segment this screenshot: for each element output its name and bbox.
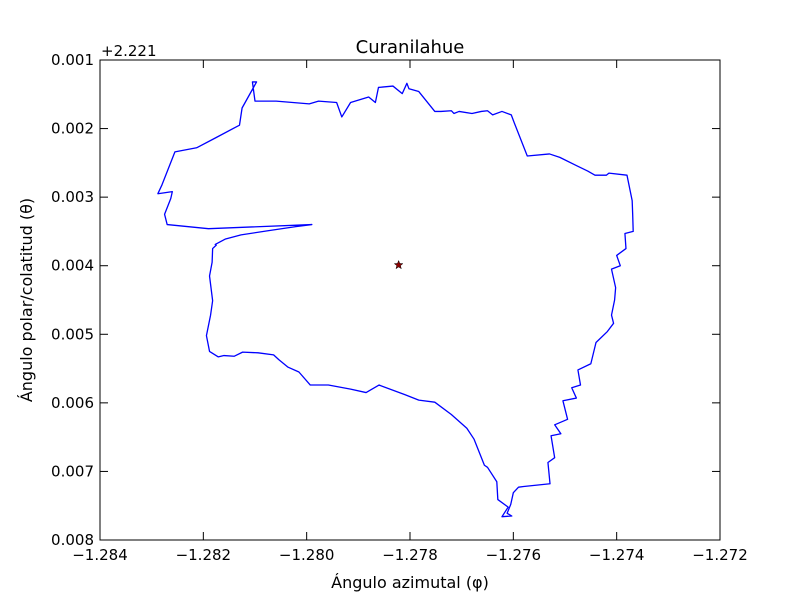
boundary-outline <box>157 81 634 518</box>
x-tick-label: −1.284 <box>72 546 128 564</box>
y-tick-label: 0.004 <box>51 257 94 275</box>
chart-title: Curanilahue <box>356 37 465 58</box>
y-tick-label: 0.008 <box>51 531 94 549</box>
y-tick-label: 0.001 <box>51 51 94 69</box>
y-tick-label: 0.007 <box>51 462 94 480</box>
x-axis-label: Ángulo azimutal (φ) <box>331 573 489 592</box>
y-tick-label: 0.002 <box>51 120 94 138</box>
x-tick-label: −1.282 <box>176 546 232 564</box>
x-tick-label: −1.276 <box>486 546 542 564</box>
y-tick-label: 0.003 <box>51 188 94 206</box>
y-axis-label: Ángulo polar/colatitud (θ) <box>17 198 36 402</box>
x-tick-label: −1.280 <box>279 546 335 564</box>
x-tick-label: −1.278 <box>382 546 438 564</box>
x-tick-label: −1.272 <box>692 546 748 564</box>
plot-area-frame <box>99 59 721 541</box>
y-tick-label: 0.005 <box>51 325 94 343</box>
x-tick-label: −1.274 <box>589 546 645 564</box>
center-star-marker <box>393 259 404 270</box>
y-axis-ticks: 0.001 0.002 0.003 0.004 0.005 0.006 0.007 0.008 <box>51 51 720 549</box>
y-tick-label: 0.006 <box>51 394 94 412</box>
y-offset-label: +2.221 <box>101 42 157 60</box>
